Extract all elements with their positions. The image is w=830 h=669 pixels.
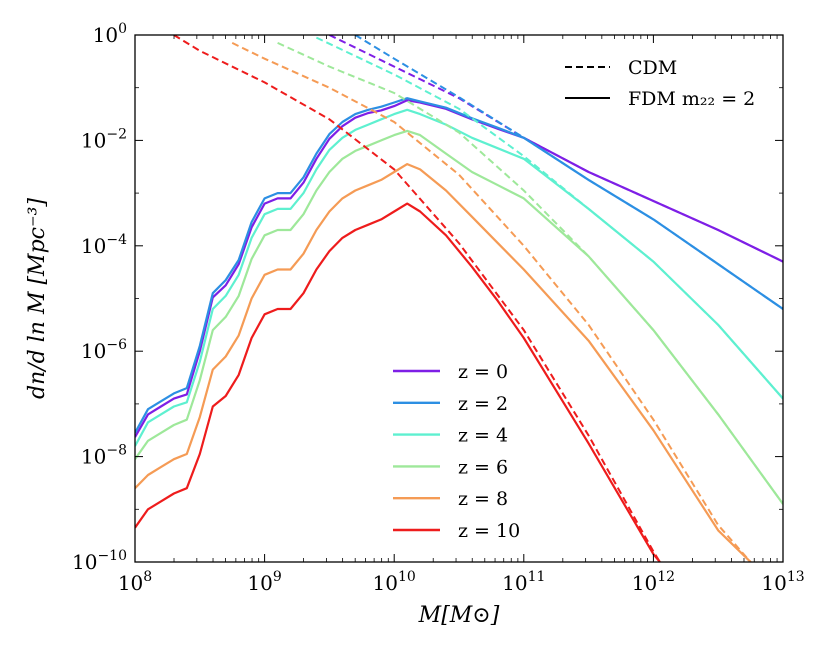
series-legend-label: z = 8	[458, 488, 508, 510]
fdm-line-z2	[135, 97, 783, 434]
y-tick-label: 100	[93, 21, 127, 47]
y-tick-label: 10−4	[81, 232, 127, 258]
style-legend-label: FDM m₂₂ = 2	[628, 88, 755, 110]
x-tick-label: 108	[118, 569, 152, 595]
y-tick-label: 10−10	[72, 548, 127, 574]
cdm-line-z10	[173, 35, 661, 562]
y-tick-label: 10−6	[81, 337, 127, 363]
series-legend-label: z = 2	[458, 393, 508, 415]
style-legend-label: CDM	[628, 57, 677, 79]
y-tick-label: 10−8	[81, 443, 127, 469]
fdm-line-z8	[135, 163, 752, 562]
tick-layer	[134, 34, 784, 563]
series-legend: z = 0 z = 2 z = 4 z = 6 z = 8 z = 10	[393, 361, 520, 542]
y-axis-label: dn/d ln M [Mpc⁻³]	[25, 198, 50, 399]
series-legend-label: z = 4	[458, 425, 508, 447]
x-tick-label: 1010	[373, 569, 416, 595]
fdm-line-z10	[135, 202, 661, 562]
style-legend: CDM FDM m₂₂ = 2	[565, 57, 755, 110]
series-legend-label: z = 0	[458, 361, 508, 383]
y-tick-label: 10−2	[81, 126, 127, 152]
x-tick-label: 1011	[502, 569, 545, 595]
cdm-line-z6	[277, 41, 783, 505]
series-layer	[135, 35, 783, 562]
tick-label-layer: 108 109 1010 1011 1012 1013 100 10−2 10−4 10−6 10−…	[72, 21, 805, 595]
fdm-line-z4	[135, 108, 783, 447]
cdm-line-z8	[231, 42, 752, 562]
fdm-line-z6	[135, 129, 783, 505]
x-tick-label: 1012	[632, 569, 675, 595]
series-legend-label: z = 10	[458, 520, 520, 542]
series-legend-label: z = 6	[458, 456, 508, 478]
x-axis-label: M[M⊙]	[418, 603, 500, 628]
x-tick-label: 109	[247, 569, 281, 595]
x-tick-label: 1013	[761, 569, 804, 595]
cdm-line-z2	[354, 35, 783, 310]
